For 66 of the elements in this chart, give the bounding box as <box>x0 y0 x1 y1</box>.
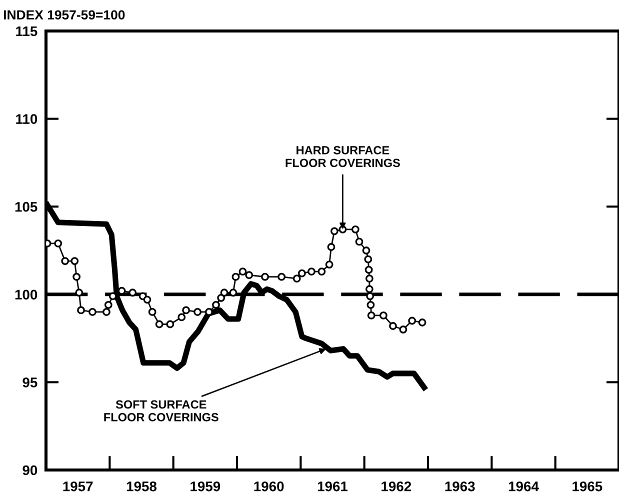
point <box>232 272 240 281</box>
y-tick-label: 115 <box>16 26 38 36</box>
point <box>366 292 374 300</box>
point <box>362 246 370 254</box>
point <box>229 288 238 297</box>
x-tick-label: 1958 <box>126 481 157 492</box>
point <box>308 268 316 276</box>
point <box>351 225 360 234</box>
point <box>261 272 269 281</box>
point <box>88 308 96 316</box>
point <box>365 285 374 294</box>
point <box>75 288 84 297</box>
x-tick-label: 1957 <box>63 481 93 492</box>
x-tick-label: 1959 <box>190 481 220 492</box>
annotation: SOFT SURFACE FLOOR COVERINGS <box>104 400 218 422</box>
point <box>365 274 374 283</box>
point <box>212 300 220 309</box>
point <box>318 268 326 276</box>
point <box>389 322 397 330</box>
x-tick-label: 1961 <box>318 481 348 492</box>
point <box>418 318 426 326</box>
y-tick-label: 95 <box>22 378 38 388</box>
point <box>104 300 112 309</box>
y-tick-label: 105 <box>15 202 38 212</box>
point <box>102 308 110 316</box>
point <box>155 320 164 328</box>
point <box>61 257 70 265</box>
point <box>364 266 373 274</box>
point <box>238 268 247 276</box>
point <box>77 306 85 314</box>
point <box>366 300 375 309</box>
point <box>182 306 190 314</box>
point <box>330 227 338 236</box>
x-tick-label: 1965 <box>572 481 602 492</box>
point <box>128 288 137 297</box>
point <box>70 257 79 265</box>
x-tick-label: 1960 <box>254 481 284 492</box>
x-tick-label: 1963 <box>445 481 475 492</box>
x-tick-label: 1964 <box>508 481 539 492</box>
annotation: HARD SURFACE FLOOR COVERINGS <box>286 146 400 168</box>
y-tick-label: 110 <box>16 114 38 124</box>
point <box>325 260 334 269</box>
point <box>54 240 62 248</box>
y-axis-title: INDEX 1957-59=100 <box>4 10 125 20</box>
y-tick-label: 100 <box>15 290 38 300</box>
point <box>178 313 186 322</box>
point <box>298 269 306 278</box>
point <box>194 308 202 316</box>
point <box>72 272 81 281</box>
point <box>408 316 416 325</box>
point <box>166 320 174 328</box>
point <box>379 312 388 320</box>
point <box>278 272 286 281</box>
point <box>148 308 156 316</box>
point <box>245 271 254 280</box>
point <box>327 243 336 251</box>
point <box>220 288 228 297</box>
point <box>292 274 301 283</box>
point <box>364 255 372 264</box>
point <box>399 326 408 334</box>
point <box>355 238 364 246</box>
point <box>367 312 376 320</box>
y-tick-label: 90 <box>22 465 38 476</box>
point <box>143 296 152 304</box>
x-tick-label: 1962 <box>382 481 412 492</box>
point <box>217 294 226 302</box>
